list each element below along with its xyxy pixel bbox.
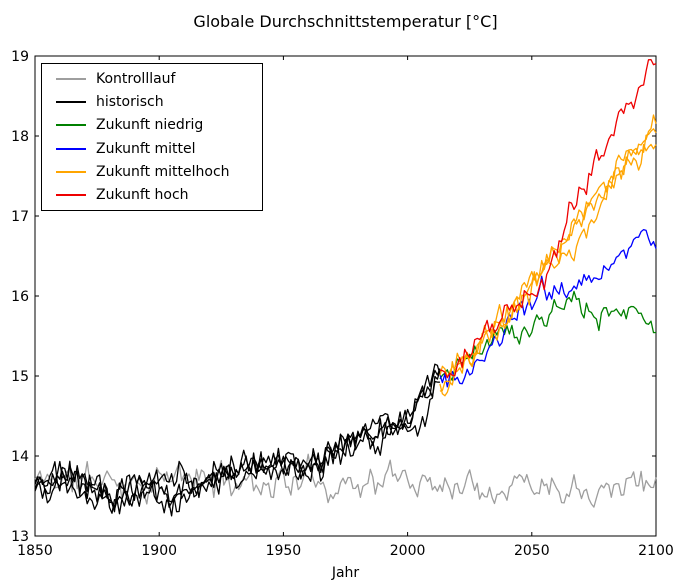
legend-line-zukunft-mittelhoch bbox=[56, 170, 86, 173]
chart-title: Globale Durchschnittstemperatur [°C] bbox=[193, 12, 497, 31]
legend-label-kontrolllauf: Kontrolllauf bbox=[96, 70, 176, 87]
y-tick-label: 17 bbox=[11, 209, 29, 225]
y-tick-label: 18 bbox=[11, 129, 29, 145]
series-kontrolllauf bbox=[34, 453, 657, 508]
y-tick-label: 14 bbox=[11, 449, 29, 465]
legend-item-kontrolllauf: Kontrolllauf bbox=[42, 71, 262, 87]
plot-area: 1850 1900 1950 2000 2050 2100 13 14 15 16 17 18 19 bbox=[11, 49, 674, 559]
legend-line-zukunft-niedrig bbox=[56, 124, 86, 127]
series-historisch-2 bbox=[34, 368, 441, 513]
series-zukunft-mittelhoch-3 bbox=[439, 114, 657, 378]
x-tick-label: 1950 bbox=[266, 543, 302, 559]
legend-line-kontrolllauf bbox=[56, 77, 86, 80]
y-tick-label: 13 bbox=[11, 529, 29, 545]
x-tick-label: 1850 bbox=[17, 543, 53, 559]
y-tick-label: 15 bbox=[11, 369, 29, 385]
legend-item-zukunft-niedrig: Zukunft niedrig bbox=[42, 117, 262, 133]
series-historisch-3 bbox=[34, 380, 440, 510]
x-tick-label: 1900 bbox=[141, 543, 177, 559]
legend-item-zukunft-hoch: Zukunft hoch bbox=[42, 187, 262, 203]
legend-line-zukunft-mittel bbox=[56, 147, 86, 150]
y-tick-label: 19 bbox=[11, 49, 29, 65]
legend-item-zukunft-mittelhoch: Zukunft mittelhoch bbox=[42, 164, 262, 180]
legend-box: Kontrolllauf historisch Zukunft niedrig … bbox=[41, 63, 263, 211]
x-tick-label: 2050 bbox=[514, 543, 550, 559]
legend-line-historisch bbox=[56, 100, 86, 103]
legend-line-zukunft-hoch bbox=[56, 194, 86, 197]
legend-label-historisch: historisch bbox=[96, 93, 164, 110]
series-zukunft-mittel bbox=[439, 228, 657, 388]
x-axis-label: Jahr bbox=[331, 565, 360, 581]
legend-label-zukunft-niedrig: Zukunft niedrig bbox=[96, 117, 204, 134]
legend-label-zukunft-hoch: Zukunft hoch bbox=[96, 187, 189, 204]
x-tick-label: 2000 bbox=[390, 543, 426, 559]
y-tick-label: 16 bbox=[11, 289, 29, 305]
series-zukunft-hoch bbox=[439, 58, 657, 379]
legend-item-historisch: historisch bbox=[42, 94, 262, 110]
x-tick-label: 2100 bbox=[638, 543, 674, 559]
legend-item-zukunft-mittel: Zukunft mittel bbox=[42, 141, 262, 157]
legend-label-zukunft-mittel: Zukunft mittel bbox=[96, 140, 196, 157]
legend-label-zukunft-mittelhoch: Zukunft mittelhoch bbox=[96, 163, 230, 180]
series-historisch-4 bbox=[34, 363, 441, 508]
